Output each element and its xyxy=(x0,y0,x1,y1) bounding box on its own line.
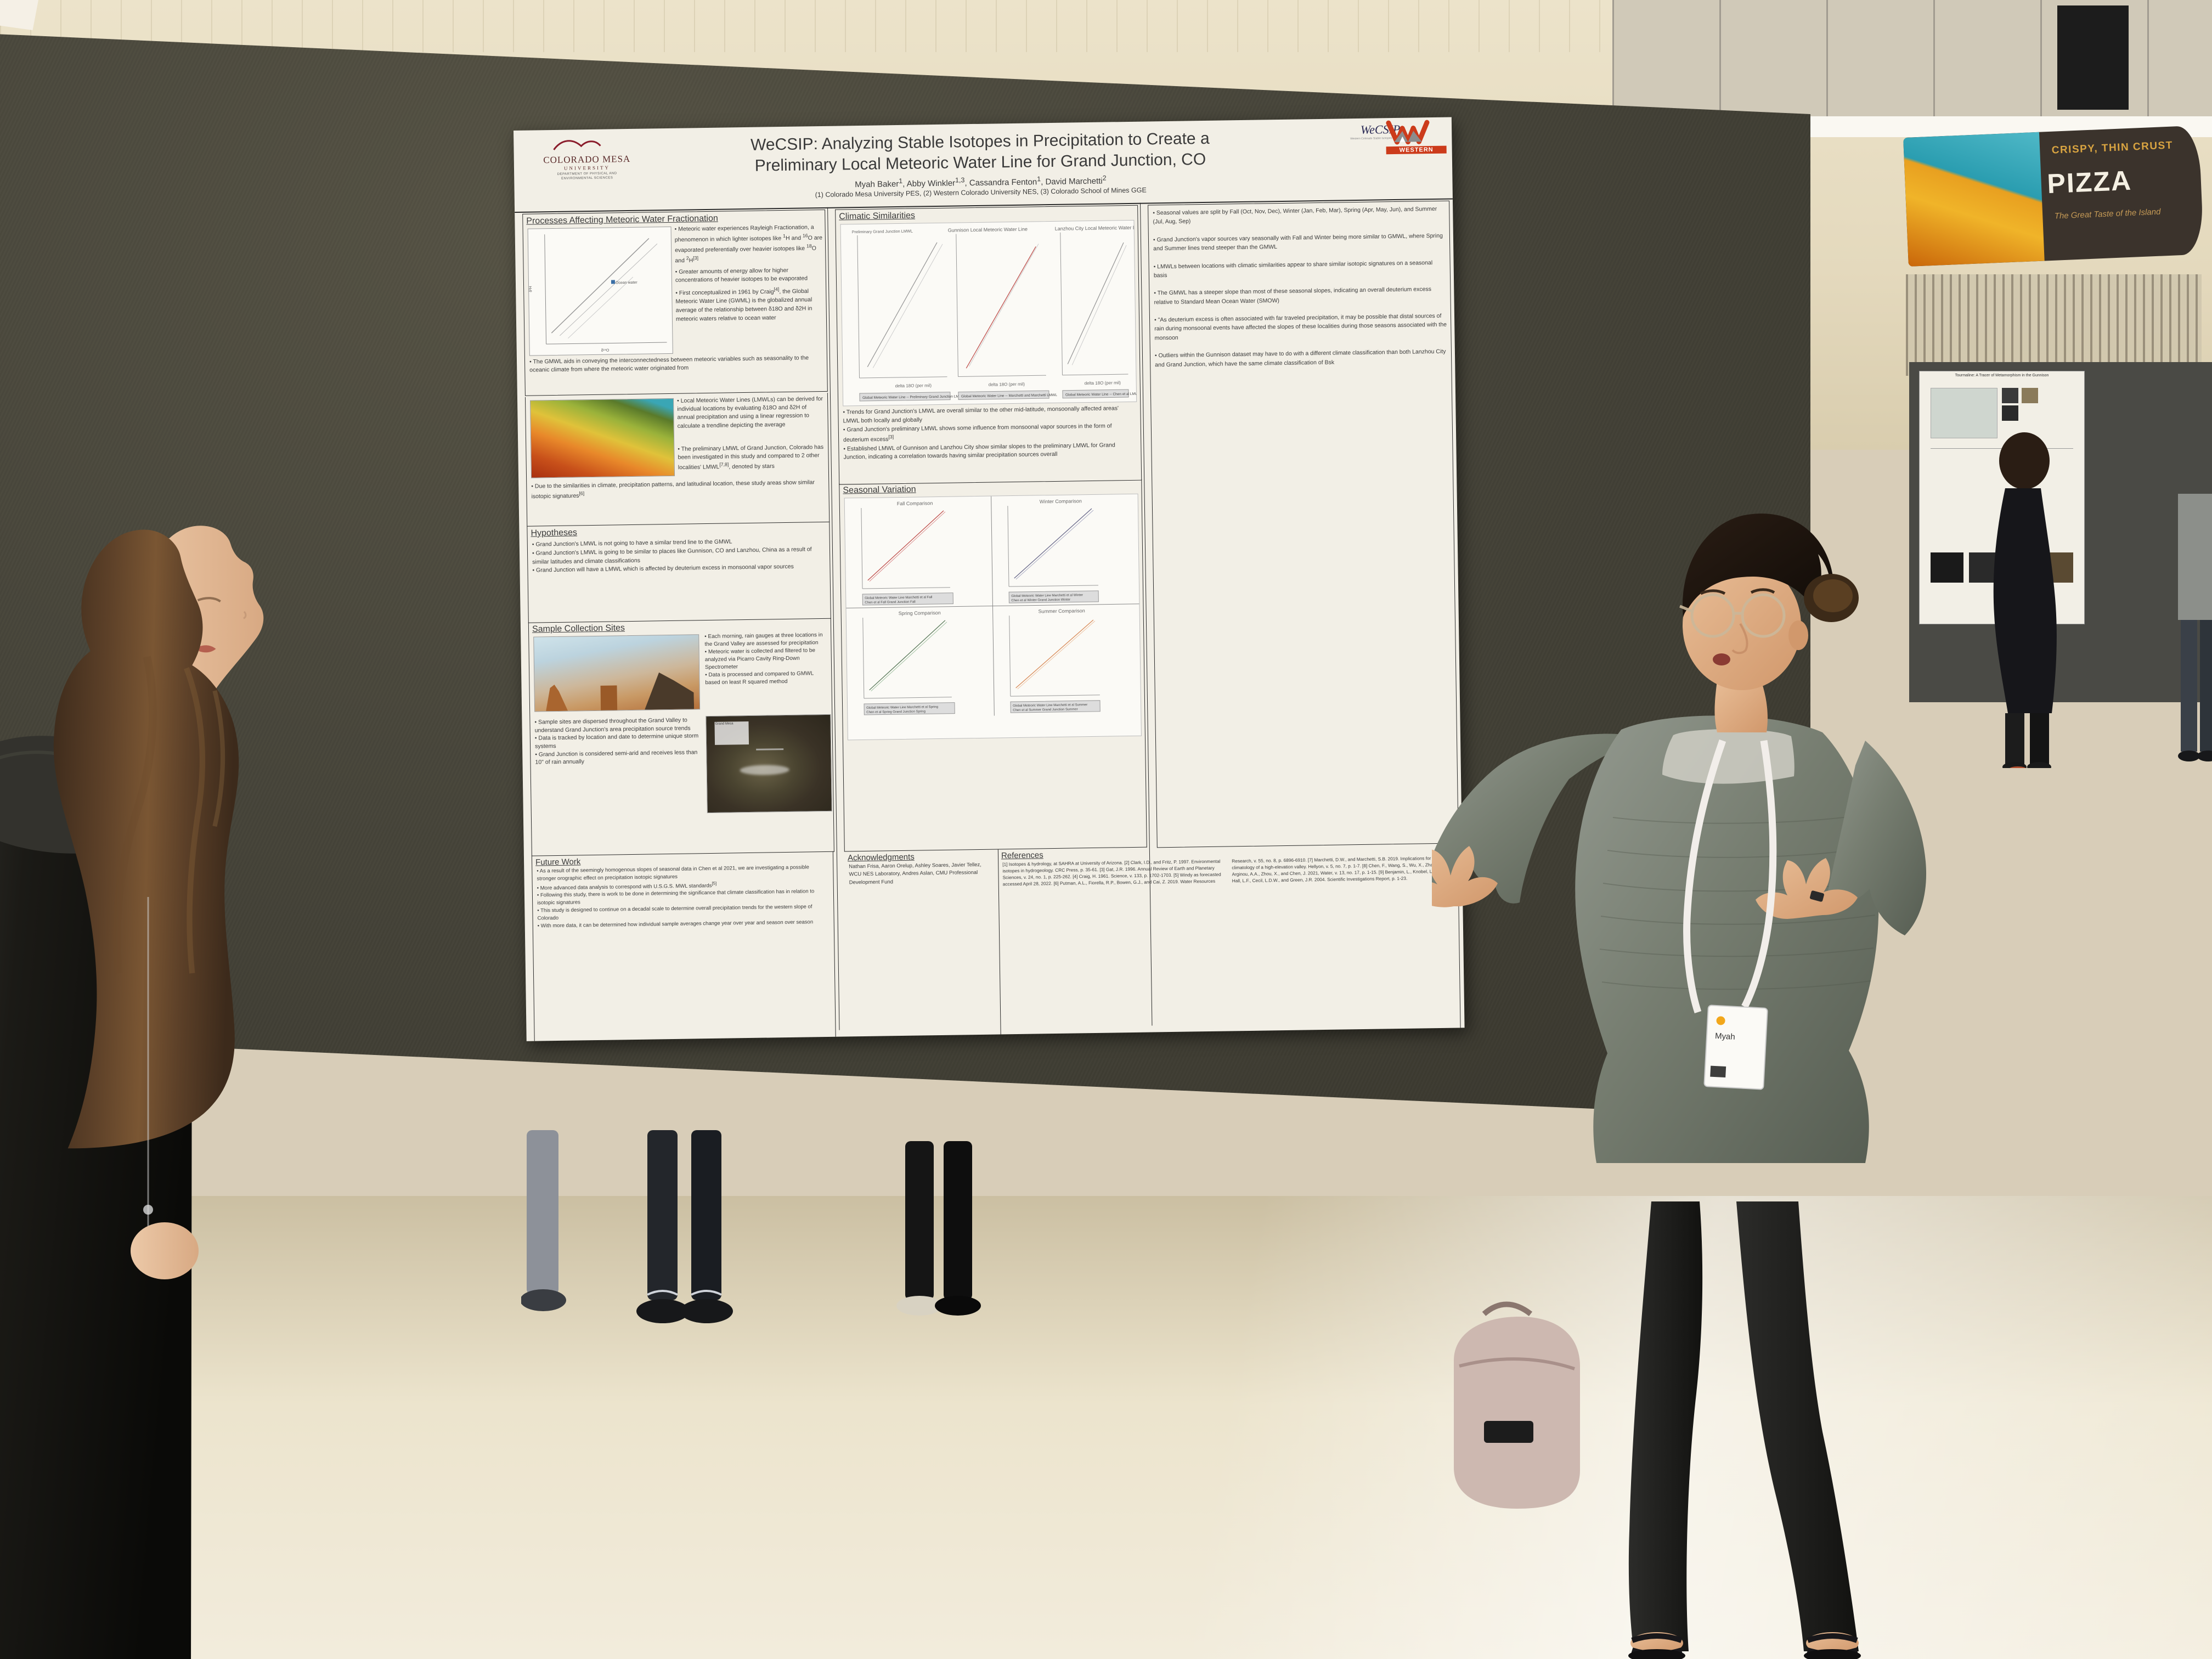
svg-text:delta 18O (per mil): delta 18O (per mil) xyxy=(895,383,932,388)
svg-text:Summer Comparison: Summer Comparison xyxy=(1039,608,1085,614)
svg-text:delta 18O (per mil): delta 18O (per mil) xyxy=(1085,380,1121,386)
svg-text:Spring Comparison: Spring Comparison xyxy=(899,610,941,616)
svg-text:δ²H: δ²H xyxy=(529,286,533,292)
svg-text:Fall Comparison: Fall Comparison xyxy=(897,500,933,506)
svg-text:Myah: Myah xyxy=(1715,1031,1736,1042)
svg-text:Lanzhou City Local Meteoric Wa: Lanzhou City Local Meteoric Water Line xyxy=(1055,225,1137,232)
svg-text:Ocean water: Ocean water xyxy=(616,281,637,285)
svg-text:delta 18O (per mil): delta 18O (per mil) xyxy=(989,382,1025,387)
svg-text:Preliminary Grand Junction LMW: Preliminary Grand Junction LMWL xyxy=(852,229,913,235)
svg-text:δ¹⁸O: δ¹⁸O xyxy=(601,349,610,353)
svg-text:Winter Comparison: Winter Comparison xyxy=(1040,498,1082,504)
svg-text:Gunnison Local Meteoric Water: Gunnison Local Meteoric Water Line xyxy=(948,227,1028,233)
